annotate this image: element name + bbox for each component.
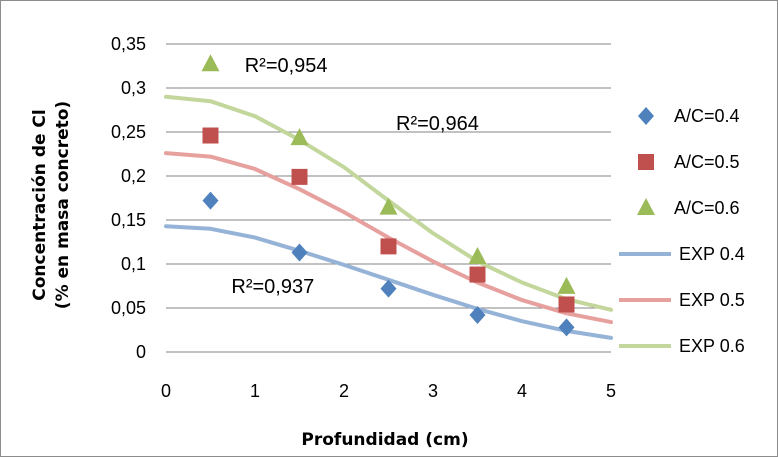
data-point xyxy=(292,244,308,262)
legend-label: EXP 0.5 xyxy=(679,290,745,310)
data-point xyxy=(203,192,219,210)
legend-label: A/C=0.4 xyxy=(674,106,740,126)
legend-marker xyxy=(638,154,654,170)
data-point xyxy=(203,128,219,144)
r-squared-annotation: R²=0,964 xyxy=(396,113,479,135)
y-axis-title-line2: (% en masa concreto) xyxy=(53,101,73,309)
x-tick-label: 2 xyxy=(339,381,349,401)
y-tick-label: 0,3 xyxy=(121,78,146,98)
y-tick-label: 0 xyxy=(136,342,146,362)
y-tick-label: 0,2 xyxy=(121,166,146,186)
legend-label: A/C=0.6 xyxy=(674,198,740,218)
data-point xyxy=(470,267,486,283)
y-tick-label: 0,35 xyxy=(111,34,146,54)
y-tick-label: 0,05 xyxy=(111,298,146,318)
x-tick-label: 3 xyxy=(428,381,438,401)
legend-marker xyxy=(637,198,655,215)
data-point xyxy=(202,54,220,71)
data-point xyxy=(558,277,576,294)
data-point xyxy=(381,238,397,254)
data-point xyxy=(292,169,308,185)
legend-label: EXP 0.4 xyxy=(679,244,745,264)
y-axis-title-line1: Concentración de Cl xyxy=(30,109,50,300)
r-squared-annotation: R²=0,954 xyxy=(245,55,328,77)
y-tick-label: 0,15 xyxy=(111,210,146,230)
legend-label: EXP 0.6 xyxy=(679,336,745,356)
x-tick-label: 5 xyxy=(606,381,616,401)
legend-label: A/C=0.5 xyxy=(674,152,740,172)
y-tick-label: 0,1 xyxy=(121,254,146,274)
x-tick-label: 4 xyxy=(517,381,527,401)
x-tick-label: 1 xyxy=(250,381,260,401)
x-tick-label: 0 xyxy=(161,381,171,401)
r-squared-annotation: R²=0,937 xyxy=(231,276,314,298)
data-point xyxy=(559,296,575,312)
x-axis-title: Profundidad (cm) xyxy=(301,430,468,450)
y-tick-label: 0,25 xyxy=(111,122,146,142)
legend-marker xyxy=(638,107,654,125)
